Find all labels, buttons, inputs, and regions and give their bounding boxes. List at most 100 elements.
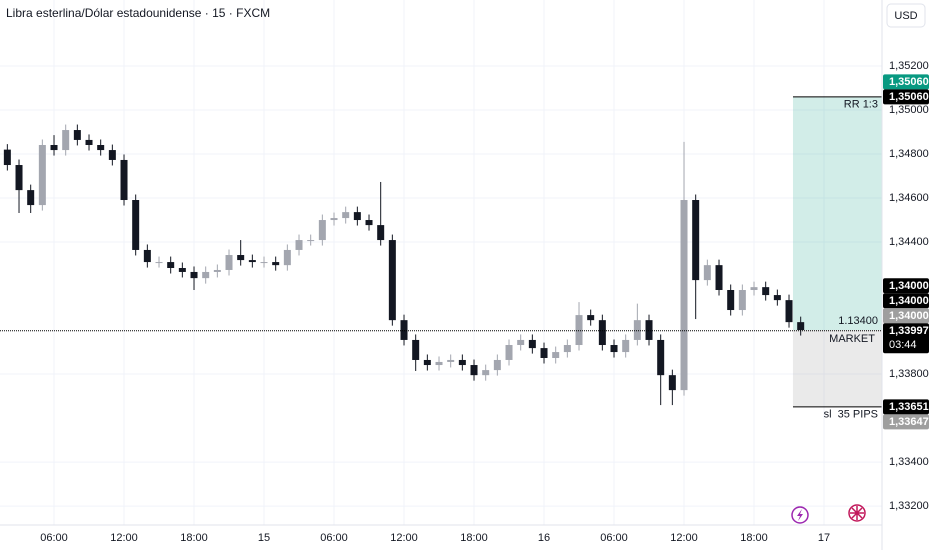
x-tick-label: 15 (258, 532, 270, 544)
price-tag (883, 293, 929, 309)
price-tag-label: 1,34000 (889, 280, 929, 292)
candle-body (400, 320, 408, 340)
candle-body (493, 359, 501, 371)
stop-zone (792, 330, 882, 407)
candle-body (598, 320, 606, 346)
stop-label: sl 35 PIPS (824, 409, 878, 421)
currency[interactable]: USD (894, 10, 917, 22)
price-tag (883, 399, 929, 415)
y-tick-label: 1,33200 (889, 500, 929, 512)
candle-body (715, 265, 723, 291)
currency-button[interactable] (886, 3, 926, 28)
x-tick-label: 17 (818, 532, 830, 544)
x-tick-label: 16 (538, 532, 550, 544)
x-tick-label: 06:00 (320, 532, 348, 544)
candle-body (38, 145, 46, 206)
candle-body (73, 130, 81, 140)
candle-body (318, 220, 326, 241)
lightning-icon[interactable] (791, 506, 809, 524)
price-tag-label: 1,35060 (889, 76, 929, 88)
candle-body (517, 339, 525, 346)
candle-body (307, 240, 315, 242)
candle-body (657, 339, 665, 376)
candle-body (388, 240, 396, 321)
candle-body (458, 359, 466, 366)
candle-body (773, 295, 781, 301)
candle-body (575, 315, 583, 346)
candle-body (423, 359, 431, 366)
price-tag (883, 89, 929, 105)
price-tag (883, 308, 929, 324)
price-tag-label: 1,33647 (889, 416, 929, 428)
candle-body (668, 375, 676, 391)
x-tick-label: 12:00 (670, 532, 698, 544)
candle-body (85, 139, 93, 146)
position-tool: RR 1:3 1.13400 MARKET sl 35 PIPS (792, 96, 882, 421)
x-tick-label: 06:00 (600, 532, 628, 544)
candle-body (143, 249, 151, 263)
axes: 1,35200 1,35000 1,34800 1,34600 1,34400 1,338… (40, 60, 929, 544)
candle-body (283, 249, 291, 266)
ratio-label: RR 1:3 (844, 99, 878, 111)
candle-body (482, 370, 490, 376)
candle-body (470, 365, 478, 376)
candle-body (435, 361, 443, 366)
candle-body (528, 339, 536, 349)
candle-body (505, 345, 513, 360)
order-label: MARKET (829, 333, 875, 345)
candle-body (750, 287, 758, 291)
x-tick-label: 18:00 (180, 532, 208, 544)
entry-label: 1.13400 (838, 315, 878, 327)
candle-body (3, 149, 11, 166)
price-tag-label: 1,33997 (889, 325, 929, 337)
flag-icon[interactable] (848, 504, 866, 522)
candle-body (727, 290, 735, 311)
candle-body (540, 348, 548, 358)
countdown: 03:44 (889, 339, 917, 351)
price-tag (883, 74, 929, 90)
price-tag-label: 1,34000 (889, 310, 929, 322)
candle-body (377, 225, 385, 241)
candle-body (167, 262, 175, 269)
candle-body (412, 339, 420, 360)
y-tick-label: 1,33400 (889, 456, 929, 468)
price-tag (883, 414, 929, 430)
candle-body (237, 255, 245, 261)
candle-body (785, 300, 793, 323)
candle-body (610, 345, 618, 353)
candle-body (762, 287, 770, 296)
price-tag-label: 1,35060 (889, 91, 929, 103)
candle-body (248, 260, 256, 263)
candle-body (365, 220, 373, 226)
candle-body (132, 200, 140, 250)
candle-body (202, 271, 210, 279)
x-tick-label: 12:00 (390, 532, 418, 544)
candle-body (797, 322, 805, 331)
candle-body (295, 240, 303, 250)
y-tick-label: 1,34600 (889, 192, 929, 204)
candle-body (330, 218, 338, 221)
candle-body (108, 150, 116, 160)
price-tag (883, 323, 929, 354)
x-tick-label: 18:00 (460, 532, 488, 544)
candle-body (50, 145, 58, 151)
candle-body (622, 339, 630, 353)
price-tag-label: 1,34000 (889, 295, 929, 307)
candle-body (15, 165, 23, 191)
candle-body (213, 269, 221, 272)
candle-body (178, 268, 186, 272)
x-tick-label: 06:00 (40, 532, 68, 544)
profit-zone (792, 96, 882, 331)
candles (0, 124, 882, 406)
candle-body (225, 255, 233, 270)
y-tick-label: 1,34400 (889, 236, 929, 248)
candle-body (738, 290, 746, 311)
candle-body (260, 262, 268, 264)
candle-body (272, 262, 280, 266)
candle-body (447, 359, 455, 362)
candle-body (552, 352, 560, 358)
y-tick-label: 1,35000 (889, 104, 929, 116)
price-tag-label: 1,33651 (889, 401, 929, 413)
